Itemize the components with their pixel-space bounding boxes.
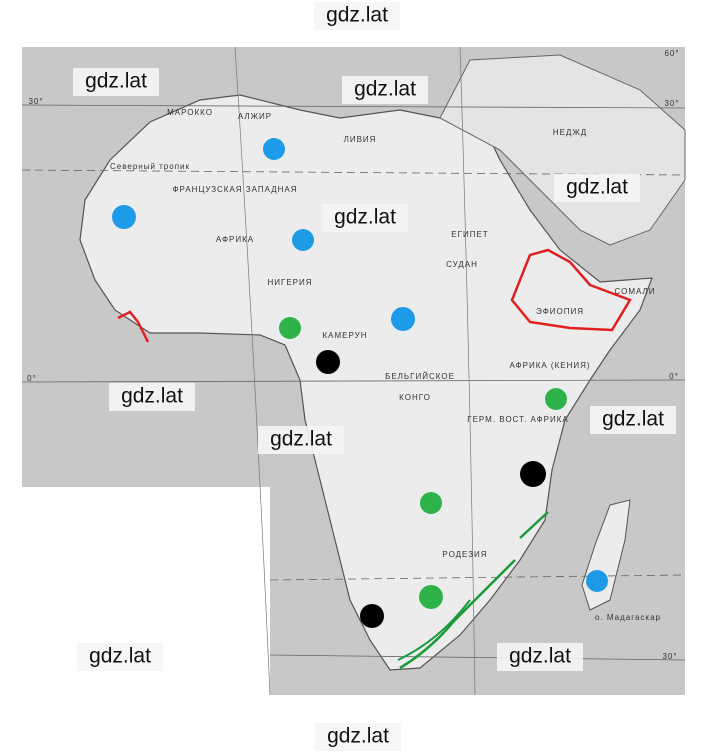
green-marker (420, 492, 442, 514)
watermark-bg (497, 643, 583, 671)
map-label: ФРАНЦУЗСКАЯ ЗАПАДНАЯ (172, 185, 297, 194)
black-marker (520, 461, 546, 487)
watermark: gdz.lat (354, 78, 416, 101)
watermark-bg (590, 406, 676, 434)
watermark-bg (554, 174, 640, 202)
watermark: gdz.lat (566, 176, 628, 199)
blue-marker (391, 307, 415, 331)
watermark-bg (258, 426, 344, 454)
watermark-bg (315, 723, 401, 751)
watermarks: gdz.lat gdz.lat gdz.lat gdz.lat gdz.lat gdz.l… (73, 2, 676, 751)
watermark-bg (77, 643, 163, 671)
blue-marker (586, 570, 608, 592)
map-label: ЕГИПЕТ (451, 230, 488, 239)
map-label: КОНГО (399, 393, 431, 402)
map-label: СОМАЛИ (615, 287, 656, 296)
railway-line (397, 599, 471, 661)
map-label: МАРОККО (167, 108, 213, 117)
map-label: АЛЖИР (238, 112, 272, 121)
watermark: gdz.lat (121, 385, 183, 408)
watermark-bg (109, 383, 195, 411)
map-label: НИГЕРИЯ (267, 278, 312, 287)
parallel-30n (21, 104, 686, 109)
africa-landmass (79, 94, 653, 671)
watermark: gdz.lat (327, 725, 389, 748)
map-label: 0° (27, 374, 37, 383)
map-label: ЭФИОПИЯ (536, 307, 584, 316)
watermark: gdz.lat (270, 428, 332, 451)
watermark-bg (73, 68, 159, 96)
equator (21, 379, 686, 383)
map-label: НЕДЖД (553, 128, 587, 137)
watermark: gdz.lat (89, 645, 151, 668)
watermark: gdz.lat (326, 4, 388, 27)
map-label: АФРИКА (КЕНИЯ) (509, 361, 590, 370)
map-label: ЛИВИЯ (344, 135, 377, 144)
map-label: РОДЕЗИЯ (442, 550, 487, 559)
blue-marker (292, 229, 314, 251)
black-marker (360, 604, 384, 628)
parallel-30s (269, 654, 686, 661)
map-label: КАМЕРУН (322, 331, 367, 340)
blue-marker (263, 138, 285, 160)
railway-line (399, 559, 516, 670)
watermark: gdz.lat (85, 70, 147, 93)
map-label: 30° (28, 97, 43, 106)
map-label: о. Мадагаскар (595, 613, 661, 622)
meridian (234, 46, 271, 696)
map-label: Северный тропик (110, 162, 190, 171)
map-label: 30° (662, 652, 677, 661)
green-marker (279, 317, 301, 339)
map-label: 0° (669, 372, 679, 381)
map-label: АФРИКА (216, 235, 254, 244)
watermark: gdz.lat (334, 206, 396, 229)
railway-line (519, 511, 549, 539)
map-label: СУДАН (446, 260, 478, 269)
watermark-bg (342, 76, 428, 104)
map-label: 60° (664, 49, 679, 58)
green-marker (419, 585, 443, 609)
liberia-border (117, 310, 150, 343)
green-marker (545, 388, 567, 410)
tropic-south (269, 574, 686, 581)
watermark-bg (314, 2, 400, 30)
map-label: ГЕРМ. ВОСТ. АФРИКА (467, 415, 569, 424)
ethiopia-border (510, 248, 632, 332)
watermark: gdz.lat (509, 645, 571, 668)
map-label: 30° (664, 99, 679, 108)
watermark: gdz.lat (602, 408, 664, 431)
markers (112, 138, 608, 628)
map-label: БЕЛЬГИЙСКОЕ (385, 372, 455, 381)
map-labels: 30° 0° 60° 30° 0° 30° Северный тропик МА… (27, 49, 679, 661)
blue-marker (112, 205, 136, 229)
watermark-bg (322, 204, 408, 232)
black-marker (316, 350, 340, 374)
